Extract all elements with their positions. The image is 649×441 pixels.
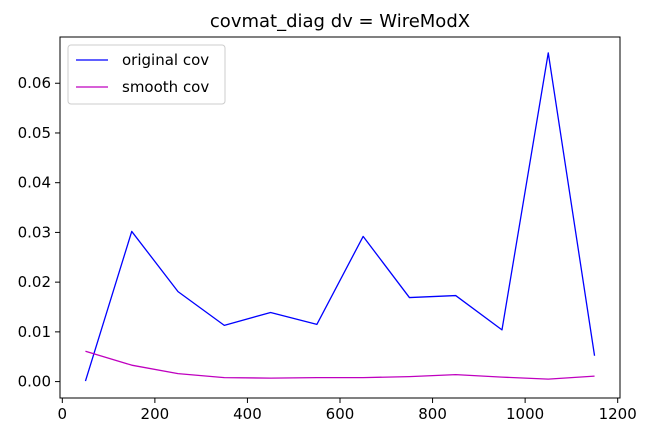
y-tick-label: 0.00: [18, 373, 51, 391]
y-tick-label: 0.04: [18, 174, 51, 192]
x-tick-label: 1200: [599, 405, 637, 423]
y-tick-label: 0.03: [18, 223, 51, 241]
y-tick-label: 0.06: [18, 74, 51, 92]
x-tick-label: 0: [58, 405, 68, 423]
x-tick-label: 1000: [506, 405, 544, 423]
legend-label-original-cov: original cov: [122, 51, 209, 69]
y-tick-label: 0.05: [18, 124, 51, 142]
x-tick-label: 800: [418, 405, 447, 423]
x-tick-label: 200: [141, 405, 170, 423]
axes-layer: 0 200 400 600 800 1000 1200 0.00 0.01 0.02 0.03 0.0…: [18, 36, 637, 423]
series-line-smooth-cov: [85, 350, 595, 380]
legend-label-smooth-cov: smooth cov: [122, 78, 209, 96]
x-tick-label: 600: [326, 405, 355, 423]
series-line-original-cov: [84, 52, 596, 382]
y-tick-label: 0.01: [18, 323, 51, 341]
x-tick-label: 400: [233, 405, 262, 423]
y-tick-label: 0.02: [18, 273, 51, 291]
series-layer: [84, 52, 596, 382]
legend: original cov smooth cov: [67, 44, 226, 105]
chart-title: covmat_diag dv = WireModX: [210, 11, 470, 32]
